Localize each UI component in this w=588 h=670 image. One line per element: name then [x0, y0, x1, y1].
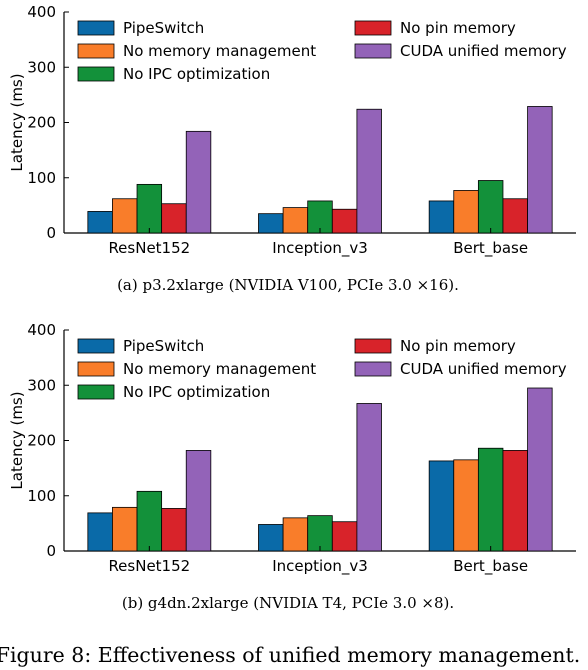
legend-swatch [77, 338, 115, 354]
y-tick-label: 400 [27, 3, 56, 21]
y-tick-label: 100 [27, 169, 56, 187]
bar [87, 211, 113, 234]
legend-swatch [77, 361, 115, 377]
bar [453, 190, 479, 234]
bar [356, 403, 382, 552]
legend-label: CUDA unified memory [400, 42, 567, 60]
bar [527, 387, 553, 552]
bar [112, 506, 138, 552]
bar [87, 512, 113, 552]
legend-swatch [354, 338, 392, 354]
bar [331, 208, 358, 234]
bar [161, 508, 187, 552]
bar [428, 200, 455, 234]
legend-swatch [77, 66, 115, 82]
y-axis-label: Latency (ms) [8, 391, 26, 489]
bar [258, 524, 284, 552]
bar [477, 447, 504, 552]
bar [258, 213, 284, 234]
legend-label: CUDA unified memory [400, 360, 567, 378]
legend-label: PipeSwitch [123, 19, 204, 37]
legend-label: No IPC optimization [123, 383, 270, 401]
legend-swatch [354, 20, 392, 36]
bar [112, 198, 138, 234]
bar [282, 517, 309, 552]
legend-label: No memory management [123, 42, 316, 60]
y-tick-label: 100 [27, 487, 56, 505]
legend-label: No pin memory [400, 337, 516, 355]
legend-label: No IPC optimization [123, 65, 270, 83]
bar [136, 490, 163, 552]
x-tick-label: Inception_v3 [272, 239, 368, 258]
bar [502, 198, 528, 234]
figure-caption: Figure 8: Effectiveness of unified memor… [0, 643, 580, 667]
legend-swatch [354, 43, 392, 59]
y-tick-label: 300 [27, 58, 56, 76]
x-tick-label: Bert_base [453, 557, 528, 576]
y-tick-label: 200 [27, 114, 56, 132]
legend-label: PipeSwitch [123, 337, 204, 355]
y-tick-label: 0 [46, 224, 56, 242]
bar [428, 460, 455, 552]
y-tick-label: 0 [46, 542, 56, 560]
y-axis-label: Latency (ms) [8, 73, 26, 171]
y-tick-label: 200 [27, 432, 56, 450]
bar [136, 183, 163, 234]
legend-label: No memory management [123, 360, 316, 378]
bar [331, 521, 358, 552]
x-tick-label: Bert_base [453, 239, 528, 258]
bar [502, 450, 528, 552]
y-tick-label: 400 [27, 321, 56, 339]
bar [307, 200, 333, 234]
legend-swatch [77, 384, 115, 400]
x-tick-label: Inception_v3 [272, 557, 368, 576]
subcaption-b: (b) g4dn.2xlarge (NVIDIA T4, PCIe 3.0 ×8… [122, 594, 454, 612]
x-tick-label: ResNet152 [108, 239, 190, 257]
x-tick-label: ResNet152 [108, 557, 190, 575]
bar [185, 130, 212, 234]
legend-swatch [77, 20, 115, 36]
bar [527, 106, 553, 234]
y-tick-label: 300 [27, 376, 56, 394]
legend-swatch [354, 361, 392, 377]
chart-b: 0 100 200 300 400 Latency (ms) ResNet152 Incept… [8, 321, 576, 576]
bar [453, 459, 479, 552]
bar [282, 207, 309, 234]
subcaption-a: (a) p3.2xlarge (NVIDIA V100, PCIe 3.0 ×1… [117, 276, 459, 294]
bar [307, 515, 333, 552]
chart-a: 0 100 200 300 400 Latency (ms) ResNet152 Incept… [8, 3, 576, 258]
legend-label: No pin memory [400, 19, 516, 37]
bar [185, 450, 212, 552]
bar [477, 180, 504, 234]
legend-swatch [77, 43, 115, 59]
bar [161, 203, 187, 234]
bar [356, 108, 382, 234]
